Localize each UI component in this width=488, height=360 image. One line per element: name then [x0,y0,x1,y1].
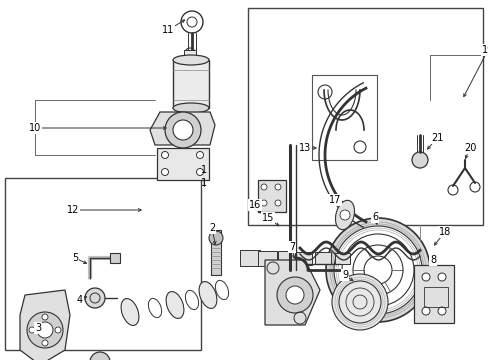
Ellipse shape [335,200,354,230]
Polygon shape [150,112,215,145]
Circle shape [196,168,203,175]
Text: 17: 17 [328,195,341,205]
Circle shape [285,286,304,304]
Ellipse shape [166,292,183,319]
Text: 1: 1 [201,178,206,188]
Bar [240,250,260,266]
Circle shape [29,327,35,333]
Circle shape [325,218,429,322]
Bar [311,75,376,160]
Circle shape [276,277,312,313]
Bar [110,253,120,263]
Text: 8: 8 [429,255,435,265]
Circle shape [37,322,53,338]
Text: 7: 7 [288,242,295,252]
Circle shape [339,210,349,220]
Text: 1: 1 [201,165,206,175]
Circle shape [331,274,387,330]
Circle shape [27,312,63,348]
Bar [334,253,349,264]
Circle shape [164,112,201,148]
Bar [314,252,330,264]
Circle shape [333,226,421,314]
Circle shape [161,168,168,175]
Circle shape [208,231,223,245]
Ellipse shape [199,282,217,309]
Circle shape [42,340,48,346]
Bar [278,251,295,265]
Bar [173,60,208,108]
Polygon shape [20,290,70,360]
Text: 11: 11 [162,25,174,35]
Bar [157,148,208,180]
Ellipse shape [121,298,139,325]
Circle shape [411,152,427,168]
Bar [210,230,221,275]
Polygon shape [264,260,319,325]
Circle shape [161,152,168,158]
Text: 15: 15 [261,213,274,223]
Text: 21: 21 [430,133,442,143]
Text: 19: 19 [481,45,488,55]
Text: 12: 12 [67,205,79,215]
Ellipse shape [173,55,208,65]
Text: 18: 18 [438,227,450,237]
Text: 3: 3 [35,323,41,333]
Text: 20: 20 [463,143,475,153]
Text: 10: 10 [29,123,41,133]
Bar [183,50,196,58]
Bar [247,8,482,225]
Circle shape [261,200,266,206]
Circle shape [196,152,203,158]
Polygon shape [413,265,453,323]
Bar [294,252,311,265]
Ellipse shape [215,280,228,300]
Text: 9: 9 [341,270,347,280]
Text: 13: 13 [298,143,310,153]
Circle shape [42,314,48,320]
Circle shape [90,352,110,360]
Circle shape [274,184,281,190]
Bar [258,251,276,266]
Ellipse shape [148,298,161,318]
Circle shape [437,273,445,281]
Ellipse shape [173,103,208,113]
Ellipse shape [185,291,198,310]
Circle shape [261,184,266,190]
Circle shape [421,307,429,315]
Text: 2: 2 [208,223,215,233]
Circle shape [85,288,105,308]
Text: 4: 4 [77,295,83,305]
Circle shape [274,200,281,206]
Circle shape [55,327,61,333]
Text: 16: 16 [248,200,261,210]
Bar [5,178,201,350]
Text: 5: 5 [72,253,78,263]
Circle shape [173,120,193,140]
Bar [258,180,285,212]
Text: 6: 6 [371,212,377,222]
Circle shape [421,273,429,281]
Bar [423,287,447,307]
Circle shape [437,307,445,315]
